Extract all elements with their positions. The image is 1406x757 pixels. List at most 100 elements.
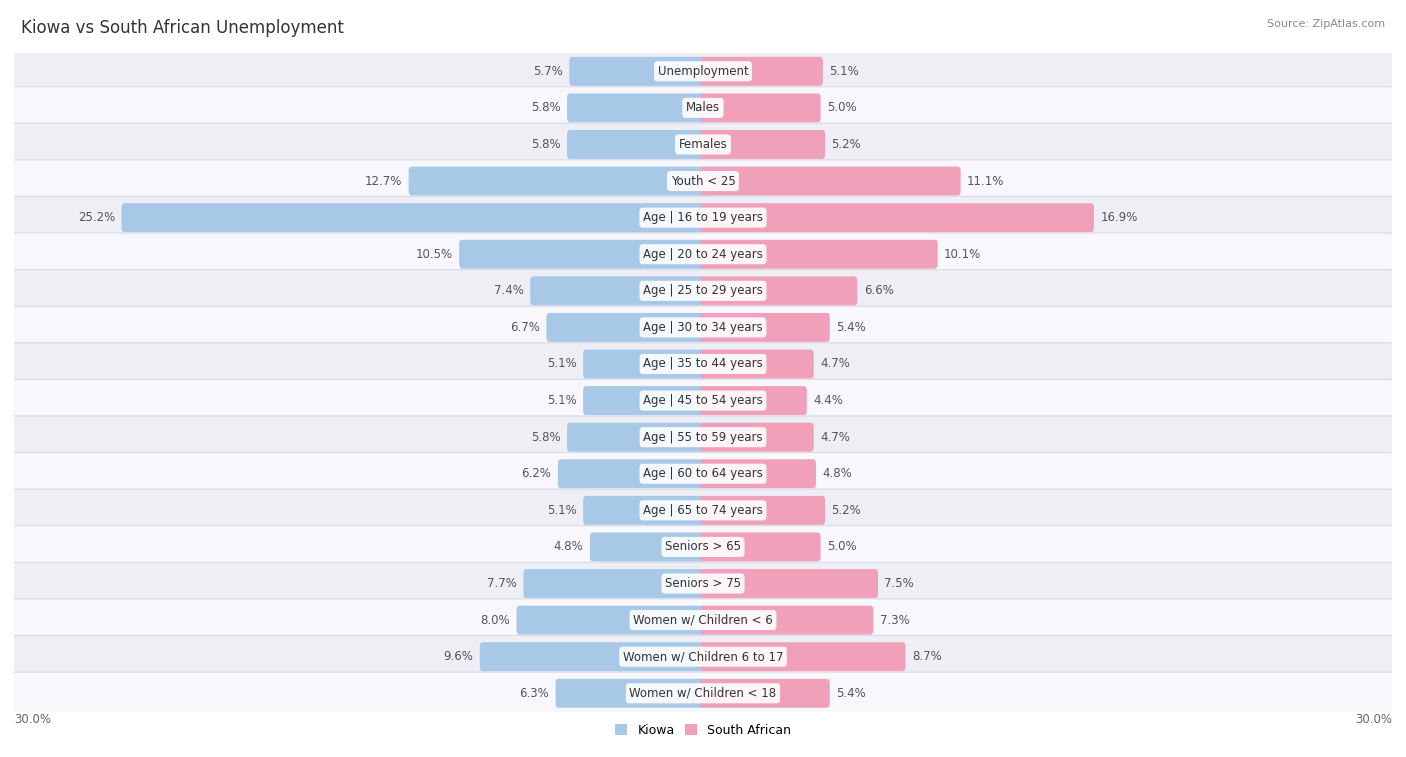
- Text: 10.1%: 10.1%: [945, 248, 981, 260]
- Text: 5.8%: 5.8%: [531, 138, 561, 151]
- Text: 7.3%: 7.3%: [880, 614, 910, 627]
- FancyBboxPatch shape: [700, 276, 858, 305]
- Text: 8.0%: 8.0%: [481, 614, 510, 627]
- FancyBboxPatch shape: [13, 269, 1393, 312]
- FancyBboxPatch shape: [13, 233, 1393, 276]
- FancyBboxPatch shape: [13, 672, 1393, 715]
- Text: 6.6%: 6.6%: [863, 285, 894, 298]
- FancyBboxPatch shape: [700, 240, 938, 269]
- Text: 5.1%: 5.1%: [547, 394, 576, 407]
- Text: 6.7%: 6.7%: [510, 321, 540, 334]
- Text: Unemployment: Unemployment: [658, 65, 748, 78]
- Text: Women w/ Children < 18: Women w/ Children < 18: [630, 687, 776, 699]
- Text: 5.8%: 5.8%: [531, 101, 561, 114]
- FancyBboxPatch shape: [583, 386, 706, 415]
- Text: 30.0%: 30.0%: [14, 713, 51, 727]
- Text: Youth < 25: Youth < 25: [671, 175, 735, 188]
- Text: Women w/ Children < 6: Women w/ Children < 6: [633, 614, 773, 627]
- FancyBboxPatch shape: [460, 240, 706, 269]
- Text: 4.8%: 4.8%: [554, 540, 583, 553]
- FancyBboxPatch shape: [13, 562, 1393, 605]
- Text: Age | 55 to 59 years: Age | 55 to 59 years: [643, 431, 763, 444]
- FancyBboxPatch shape: [700, 496, 825, 525]
- FancyBboxPatch shape: [13, 343, 1393, 385]
- Text: Age | 16 to 19 years: Age | 16 to 19 years: [643, 211, 763, 224]
- Text: 25.2%: 25.2%: [77, 211, 115, 224]
- Text: Seniors > 75: Seniors > 75: [665, 577, 741, 590]
- Text: Women w/ Children 6 to 17: Women w/ Children 6 to 17: [623, 650, 783, 663]
- Text: 5.0%: 5.0%: [827, 540, 856, 553]
- Text: Age | 45 to 54 years: Age | 45 to 54 years: [643, 394, 763, 407]
- Text: 9.6%: 9.6%: [443, 650, 474, 663]
- FancyBboxPatch shape: [13, 453, 1393, 495]
- FancyBboxPatch shape: [700, 203, 1094, 232]
- FancyBboxPatch shape: [591, 532, 706, 562]
- Text: Source: ZipAtlas.com: Source: ZipAtlas.com: [1267, 19, 1385, 29]
- FancyBboxPatch shape: [13, 306, 1393, 349]
- FancyBboxPatch shape: [13, 379, 1393, 422]
- FancyBboxPatch shape: [13, 416, 1393, 459]
- FancyBboxPatch shape: [700, 459, 815, 488]
- FancyBboxPatch shape: [523, 569, 706, 598]
- Text: 7.5%: 7.5%: [884, 577, 914, 590]
- Text: 5.0%: 5.0%: [827, 101, 856, 114]
- FancyBboxPatch shape: [700, 130, 825, 159]
- FancyBboxPatch shape: [13, 489, 1393, 531]
- Text: Seniors > 65: Seniors > 65: [665, 540, 741, 553]
- Text: 8.7%: 8.7%: [912, 650, 942, 663]
- FancyBboxPatch shape: [700, 57, 823, 86]
- Text: 7.4%: 7.4%: [494, 285, 524, 298]
- Text: 7.7%: 7.7%: [486, 577, 517, 590]
- Text: 5.7%: 5.7%: [533, 65, 562, 78]
- FancyBboxPatch shape: [567, 422, 706, 452]
- FancyBboxPatch shape: [13, 635, 1393, 678]
- Text: 12.7%: 12.7%: [364, 175, 402, 188]
- FancyBboxPatch shape: [583, 350, 706, 378]
- Text: Age | 60 to 64 years: Age | 60 to 64 years: [643, 467, 763, 480]
- Text: 10.5%: 10.5%: [416, 248, 453, 260]
- Text: Age | 65 to 74 years: Age | 65 to 74 years: [643, 504, 763, 517]
- FancyBboxPatch shape: [583, 496, 706, 525]
- Legend: Kiowa, South African: Kiowa, South African: [610, 718, 796, 742]
- FancyBboxPatch shape: [13, 86, 1393, 129]
- FancyBboxPatch shape: [13, 123, 1393, 166]
- Text: 16.9%: 16.9%: [1101, 211, 1137, 224]
- FancyBboxPatch shape: [13, 599, 1393, 641]
- Text: Kiowa vs South African Unemployment: Kiowa vs South African Unemployment: [21, 19, 344, 37]
- Text: 6.3%: 6.3%: [519, 687, 550, 699]
- Text: 5.1%: 5.1%: [547, 504, 576, 517]
- FancyBboxPatch shape: [13, 160, 1393, 202]
- Text: 4.7%: 4.7%: [820, 431, 851, 444]
- FancyBboxPatch shape: [700, 679, 830, 708]
- FancyBboxPatch shape: [700, 93, 821, 123]
- FancyBboxPatch shape: [13, 50, 1393, 92]
- Text: 11.1%: 11.1%: [967, 175, 1004, 188]
- FancyBboxPatch shape: [700, 386, 807, 415]
- Text: Age | 25 to 29 years: Age | 25 to 29 years: [643, 285, 763, 298]
- FancyBboxPatch shape: [547, 313, 706, 342]
- Text: 6.2%: 6.2%: [522, 467, 551, 480]
- Text: 5.1%: 5.1%: [830, 65, 859, 78]
- FancyBboxPatch shape: [121, 203, 706, 232]
- FancyBboxPatch shape: [700, 532, 821, 562]
- Text: Females: Females: [679, 138, 727, 151]
- Text: Age | 30 to 34 years: Age | 30 to 34 years: [643, 321, 763, 334]
- FancyBboxPatch shape: [700, 569, 877, 598]
- FancyBboxPatch shape: [555, 679, 706, 708]
- Text: 4.4%: 4.4%: [813, 394, 844, 407]
- FancyBboxPatch shape: [567, 93, 706, 123]
- Text: 4.7%: 4.7%: [820, 357, 851, 370]
- FancyBboxPatch shape: [700, 313, 830, 342]
- Text: 5.1%: 5.1%: [547, 357, 576, 370]
- FancyBboxPatch shape: [700, 350, 814, 378]
- FancyBboxPatch shape: [13, 196, 1393, 239]
- Text: Age | 20 to 24 years: Age | 20 to 24 years: [643, 248, 763, 260]
- Text: 5.4%: 5.4%: [837, 687, 866, 699]
- FancyBboxPatch shape: [700, 167, 960, 195]
- FancyBboxPatch shape: [13, 525, 1393, 569]
- FancyBboxPatch shape: [516, 606, 706, 634]
- FancyBboxPatch shape: [567, 130, 706, 159]
- FancyBboxPatch shape: [569, 57, 706, 86]
- FancyBboxPatch shape: [558, 459, 706, 488]
- Text: 5.4%: 5.4%: [837, 321, 866, 334]
